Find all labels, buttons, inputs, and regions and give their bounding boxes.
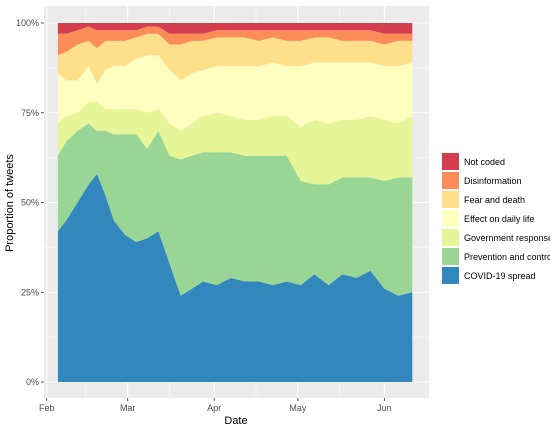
legend-swatch — [442, 172, 459, 189]
y-tick-label: 75% — [21, 108, 39, 118]
area-series-disinformation — [57, 26, 413, 56]
legend: Not coded Disinformation Fear and death Eff… — [442, 153, 550, 284]
y-axis-title: Proportion of tweets — [4, 154, 16, 252]
legend-label: Not coded — [464, 157, 505, 167]
axes: 0% 25% 50% 75% 100% Feb Mar Apr May Jun — [16, 18, 392, 413]
legend-label: Effect on daily life — [464, 214, 534, 224]
x-tick-label: Mar — [120, 403, 136, 413]
legend-label: COVID-19 spread — [464, 271, 536, 281]
area-series-not-coded — [57, 23, 413, 34]
x-tick-label: Feb — [39, 403, 55, 413]
legend-label: Prevention and control — [464, 252, 550, 262]
x-tick-label: Apr — [207, 403, 221, 413]
y-tick-label: 100% — [16, 18, 39, 28]
legend-swatch — [442, 267, 459, 284]
legend-swatch — [442, 153, 459, 170]
legend-label: Government response — [464, 233, 550, 243]
x-tick-label: Jun — [377, 403, 392, 413]
y-tick-label: 0% — [26, 377, 39, 387]
legend-swatch — [442, 229, 459, 246]
area-layers — [57, 23, 413, 382]
y-tick-label: 50% — [21, 198, 39, 208]
area-series-covid-19-spread — [57, 173, 413, 382]
legend-swatch — [442, 191, 459, 208]
area-series-fear-and-death — [57, 33, 413, 84]
x-axis-title: Date — [224, 415, 247, 427]
y-tick-label: 25% — [21, 287, 39, 297]
area-series-prevention-and-control — [57, 123, 413, 296]
legend-swatch — [442, 210, 459, 227]
legend-label: Fear and death — [464, 195, 525, 205]
area-series-government-response — [57, 102, 413, 185]
area-series-effect-on-daily-life — [57, 55, 413, 131]
legend-label: Disinformation — [464, 176, 522, 186]
legend-swatch — [442, 248, 459, 265]
x-tick-label: May — [289, 403, 307, 413]
